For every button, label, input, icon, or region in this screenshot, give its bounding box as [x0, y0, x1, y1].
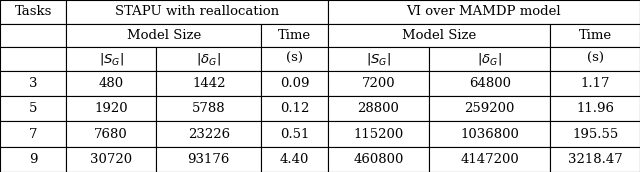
- Text: Time: Time: [579, 29, 612, 42]
- Bar: [262, 24, 328, 47]
- Bar: [156, 121, 262, 147]
- Bar: [328, 121, 429, 147]
- Text: $|\delta_G|$: $|\delta_G|$: [196, 51, 221, 67]
- Bar: [262, 96, 328, 121]
- Bar: [429, 47, 550, 71]
- Bar: [67, 47, 156, 71]
- Bar: [328, 147, 429, 172]
- Text: 7: 7: [29, 127, 37, 141]
- Bar: [0, 0, 67, 24]
- Text: 9: 9: [29, 153, 37, 166]
- Text: 480: 480: [99, 77, 124, 90]
- Bar: [156, 71, 262, 96]
- Bar: [550, 96, 640, 121]
- Text: 259200: 259200: [465, 102, 515, 115]
- Text: 3218.47: 3218.47: [568, 153, 623, 166]
- Bar: [262, 121, 328, 147]
- Bar: [550, 47, 640, 71]
- Text: 93176: 93176: [188, 153, 230, 166]
- Bar: [429, 71, 550, 96]
- Bar: [429, 147, 550, 172]
- Text: 64800: 64800: [468, 77, 511, 90]
- Text: (s): (s): [587, 52, 604, 65]
- Bar: [0, 147, 67, 172]
- Bar: [262, 71, 328, 96]
- Bar: [156, 47, 262, 71]
- Text: Model Size: Model Size: [402, 29, 476, 42]
- Bar: [67, 0, 328, 24]
- Text: 0.12: 0.12: [280, 102, 309, 115]
- Bar: [0, 96, 67, 121]
- Text: Tasks: Tasks: [15, 5, 52, 18]
- Bar: [0, 24, 67, 47]
- Text: (s): (s): [286, 52, 303, 65]
- Text: Time: Time: [278, 29, 311, 42]
- Text: 0.51: 0.51: [280, 127, 309, 141]
- Bar: [67, 24, 262, 47]
- Text: 0.09: 0.09: [280, 77, 309, 90]
- Text: 1036800: 1036800: [460, 127, 519, 141]
- Bar: [67, 71, 156, 96]
- Bar: [262, 47, 328, 71]
- Text: $|S_G|$: $|S_G|$: [99, 51, 124, 67]
- Bar: [550, 71, 640, 96]
- Text: $|\delta_G|$: $|\delta_G|$: [477, 51, 502, 67]
- Bar: [0, 71, 67, 96]
- Text: 4147200: 4147200: [460, 153, 519, 166]
- Text: 4.40: 4.40: [280, 153, 309, 166]
- Bar: [550, 24, 640, 47]
- Text: 1920: 1920: [95, 102, 128, 115]
- Text: 115200: 115200: [353, 127, 404, 141]
- Text: 11.96: 11.96: [576, 102, 614, 115]
- Text: 3: 3: [29, 77, 37, 90]
- Bar: [429, 121, 550, 147]
- Text: 5: 5: [29, 102, 37, 115]
- Bar: [156, 96, 262, 121]
- Text: 7680: 7680: [94, 127, 128, 141]
- Bar: [328, 47, 429, 71]
- Bar: [67, 147, 156, 172]
- Text: 195.55: 195.55: [572, 127, 618, 141]
- Text: $|S_G|$: $|S_G|$: [366, 51, 391, 67]
- Text: VI over MAMDP model: VI over MAMDP model: [406, 5, 561, 18]
- Bar: [550, 121, 640, 147]
- Bar: [328, 71, 429, 96]
- Text: 1442: 1442: [192, 77, 225, 90]
- Text: 28800: 28800: [358, 102, 399, 115]
- Bar: [0, 121, 67, 147]
- Bar: [156, 147, 262, 172]
- Bar: [328, 0, 640, 24]
- Bar: [0, 47, 67, 71]
- Text: 7200: 7200: [362, 77, 396, 90]
- Bar: [328, 24, 550, 47]
- Text: Model Size: Model Size: [127, 29, 201, 42]
- Text: 5788: 5788: [192, 102, 225, 115]
- Text: 1.17: 1.17: [580, 77, 610, 90]
- Bar: [328, 96, 429, 121]
- Bar: [67, 96, 156, 121]
- Text: 30720: 30720: [90, 153, 132, 166]
- Bar: [429, 96, 550, 121]
- Bar: [550, 147, 640, 172]
- Text: 23226: 23226: [188, 127, 230, 141]
- Bar: [262, 147, 328, 172]
- Text: 460800: 460800: [353, 153, 404, 166]
- Text: STAPU with reallocation: STAPU with reallocation: [115, 5, 279, 18]
- Bar: [67, 121, 156, 147]
